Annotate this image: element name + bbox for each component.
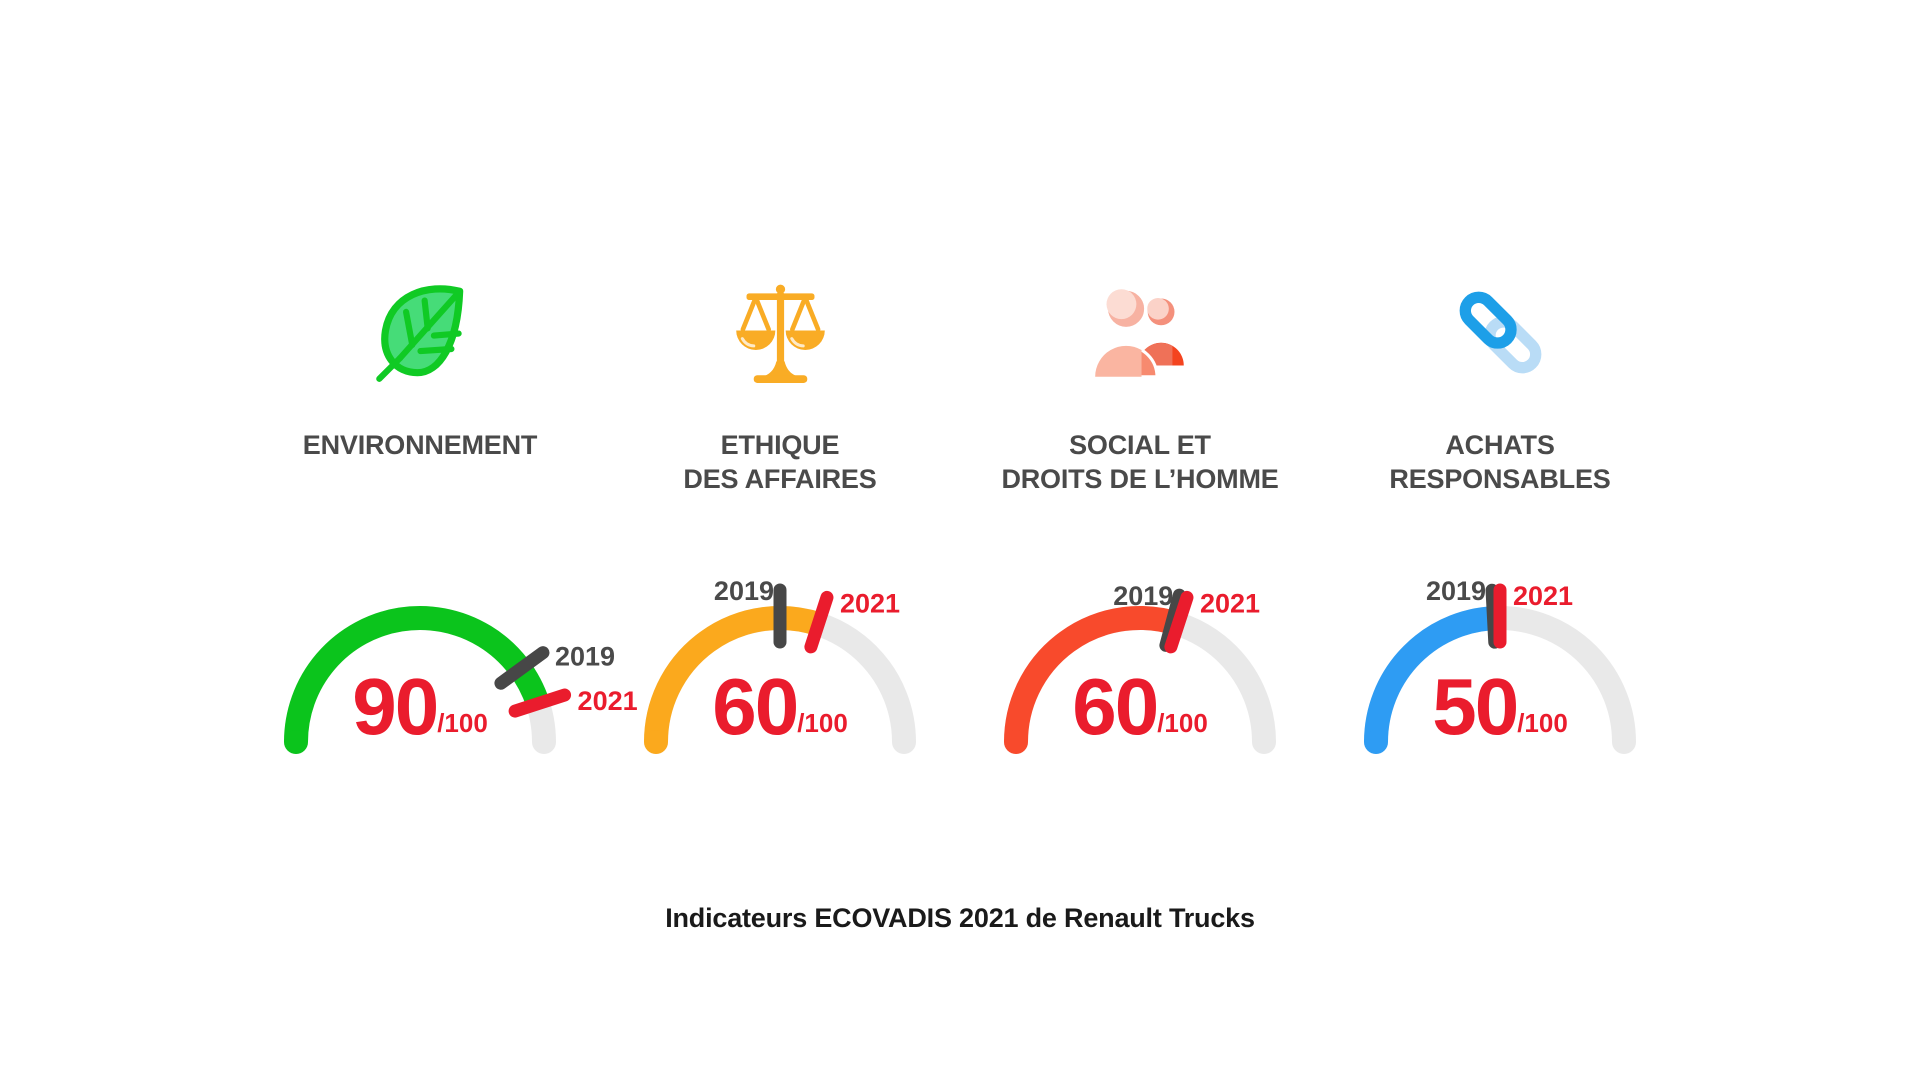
category-label-line: DES AFFAIRES [683,464,877,494]
category-label-line: RESPONSABLES [1389,464,1611,494]
year-tick-2019 [494,646,550,690]
people-icon [1095,289,1184,377]
year-label-2019: 2019 [555,642,615,672]
gauge-value-arc [1004,606,1183,743]
indicator-column: ENVIRONNEMENT 2019 2021 90/100 [240,281,638,776]
score-max: /100 [1517,708,1568,738]
people-icon-svg [1089,281,1192,384]
gauge-chart: 2019 2021 60/100 [1004,581,1276,754]
gauge-columns: ENVIRONNEMENT 2019 2021 90/100 ETHIQUE DES … [240,0,1680,776]
year-label-2019: 2019 [1426,576,1486,606]
category-label-line: ENVIRONNEMENT [302,430,538,460]
score-value: 60 [712,662,797,751]
year-label-2019: 2019 [1113,581,1173,611]
year-tick-2021 [804,590,834,654]
leaf-icon-svg [369,281,472,384]
category-icon-wrap [369,281,472,384]
caption: Indicateurs ECOVADIS 2021 de Renault Tru… [665,903,1255,933]
year-label-2021: 2021 [840,588,900,618]
year-label-2021: 2021 [578,686,638,716]
category-label-line: DROITS DE L’HOMME [1001,464,1279,494]
gauge-chart: 2019 2021 60/100 [644,576,916,754]
score-value: 90 [352,662,437,751]
score-text: 60/100 [1072,662,1208,751]
category-label: ACHATS RESPONSABLES [1389,428,1610,510]
year-label-2019: 2019 [714,576,774,606]
score-value: 50 [1432,662,1517,751]
gauge-value-arc-cap [1004,730,1028,754]
gauge-chart: 2019 2021 50/100 [1364,576,1636,754]
gauge-value-arc-cap [284,730,308,754]
scales-icon-svg [729,281,832,384]
category-icon-wrap [729,281,832,384]
score-text: 60/100 [712,662,848,751]
category-label-line: ACHATS [1445,430,1555,460]
category-icon-wrap [1449,281,1552,384]
year-tick-2021 [508,688,572,718]
gauge-value-arc-cap [1364,730,1388,754]
category-label: ENVIRONNEMENT [302,428,538,510]
chain-icon [1459,292,1541,374]
scales-icon [736,285,825,383]
gauge-value-arc [284,606,550,743]
score-text: 50/100 [1432,662,1568,751]
score-max: /100 [797,708,848,738]
category-label: SOCIAL ET DROITS DE L’HOMME [1001,428,1278,510]
indicator-column: ETHIQUE DES AFFAIRES 2019 2021 60/100 [600,281,960,776]
category-label-line: SOCIAL ET [1069,430,1211,460]
gauge-value-arc-cap [644,730,668,754]
chain-icon-svg [1449,281,1552,384]
gauge-chart: 2019 2021 90/100 [284,606,638,754]
category-label: ETHIQUE DES AFFAIRES [683,428,876,510]
leaf-icon [379,289,459,379]
year-tick-2021 [1164,590,1194,654]
gauge-value-arc [1364,606,1501,743]
indicator-column: ACHATS RESPONSABLES 2019 2021 50/100 [1320,281,1680,776]
score-max: /100 [1157,708,1208,738]
category-label-line: ETHIQUE [720,430,840,460]
score-value: 60 [1072,662,1157,751]
year-label-2021: 2021 [1513,581,1573,611]
indicator-column: SOCIAL ET DROITS DE L’HOMME 2019 2021 60/10… [960,281,1320,776]
score-max: /100 [437,708,488,738]
score-text: 90/100 [352,662,488,751]
category-icon-wrap [1089,281,1192,384]
year-label-2021: 2021 [1200,588,1260,618]
